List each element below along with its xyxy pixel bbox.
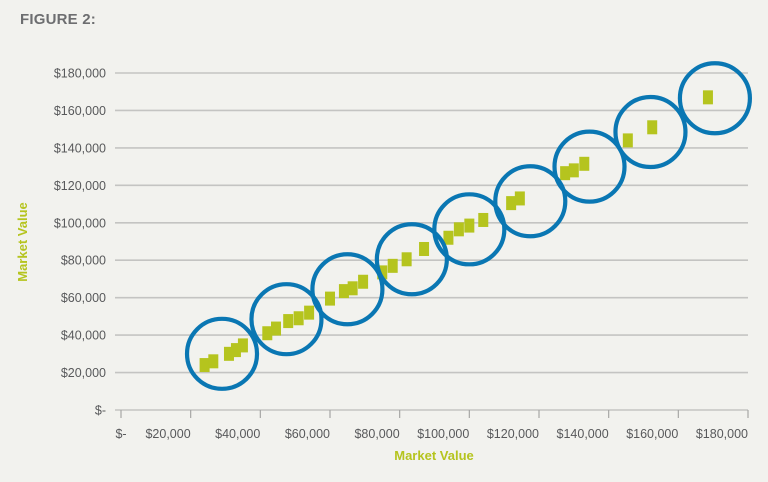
- data-point: [622, 133, 633, 148]
- y-tick-label: $100,000: [54, 216, 106, 230]
- y-tick-label: $180,000: [54, 67, 106, 81]
- data-point: [293, 311, 304, 326]
- data-point: [647, 120, 658, 135]
- data-point: [387, 258, 398, 273]
- data-point: [579, 156, 590, 171]
- group-circle: [613, 94, 688, 170]
- data-point: [230, 343, 241, 358]
- data-point: [453, 222, 464, 237]
- y-tick-label: $40,000: [61, 329, 106, 343]
- x-tick-label: $20,000: [145, 427, 190, 441]
- group-circle: [552, 129, 627, 204]
- x-axis-label: Market Value: [394, 448, 474, 463]
- data-point: [702, 90, 713, 105]
- group-circle: [249, 282, 324, 357]
- y-tick-label: $120,000: [54, 179, 106, 193]
- group-circles: [184, 61, 753, 391]
- data-point: [568, 163, 579, 178]
- data-point: [283, 314, 294, 329]
- data-point: [199, 358, 210, 373]
- data-point: [464, 218, 475, 233]
- data-point: [262, 326, 273, 341]
- group-circle: [374, 222, 449, 297]
- data-points: [199, 90, 713, 373]
- y-axis-ticks: $- $20,000 $40,000 $60,000 $80,000 $100,000 $1…: [54, 67, 106, 418]
- data-point: [208, 354, 219, 369]
- y-tick-label: $160,000: [54, 104, 106, 118]
- data-point: [401, 252, 412, 267]
- data-point: [478, 212, 489, 227]
- x-tick-label: $100,000: [417, 427, 469, 441]
- data-point: [560, 166, 571, 181]
- group-circle: [310, 252, 385, 327]
- group-circle: [432, 192, 507, 267]
- y-tick-label: $140,000: [54, 141, 106, 155]
- data-point: [419, 241, 430, 256]
- y-tick-label: $20,000: [61, 366, 106, 380]
- data-point: [223, 346, 234, 361]
- data-point: [271, 321, 282, 336]
- x-tick-label: $80,000: [354, 427, 399, 441]
- data-point: [325, 291, 335, 306]
- group-circle: [184, 316, 260, 391]
- x-tick-label: $140,000: [557, 427, 609, 441]
- data-point: [347, 281, 358, 296]
- group-circle: [677, 61, 753, 136]
- y-tick-label: $60,000: [61, 291, 106, 305]
- data-point: [377, 265, 388, 280]
- x-tick-label: $120,000: [487, 427, 539, 441]
- data-point: [237, 338, 248, 353]
- data-point: [443, 230, 454, 245]
- group-circle: [493, 164, 568, 239]
- y-axis-label: Market Value: [15, 202, 30, 282]
- x-tick-label: $160,000: [626, 427, 678, 441]
- x-tick-label: $40,000: [215, 427, 260, 441]
- data-point: [514, 191, 525, 206]
- x-tick-label: $-: [115, 427, 126, 441]
- figure-title: FIGURE 2:: [20, 11, 96, 28]
- data-point: [358, 274, 369, 289]
- x-tick-label: $60,000: [285, 427, 330, 441]
- gridlines: [115, 72, 748, 411]
- data-point: [338, 284, 349, 299]
- x-tick-label: $180,000: [696, 427, 748, 441]
- data-point: [506, 196, 517, 211]
- y-tick-label: $80,000: [61, 254, 106, 268]
- data-point: [304, 305, 315, 320]
- y-tick-label: $-: [95, 404, 106, 418]
- x-axis: $- $20,000 $40,000 $60,000 $80,000 $100,000 $1…: [115, 410, 749, 441]
